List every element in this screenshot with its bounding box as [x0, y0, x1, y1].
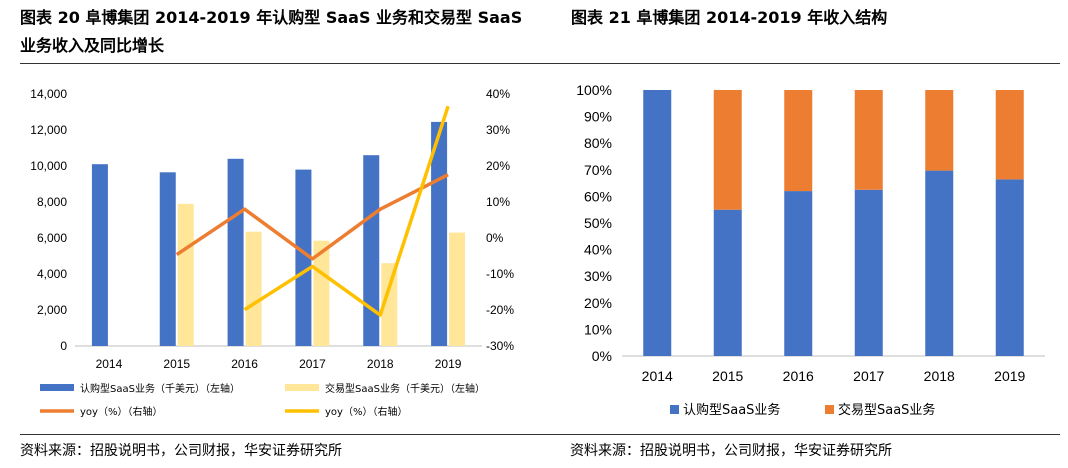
right-y-tick-label: 40%	[584, 242, 612, 258]
transaction-bar	[245, 231, 262, 346]
transaction-bar	[381, 263, 398, 346]
right-y-tick-label: 10%	[584, 321, 612, 337]
structure-transaction-segment	[995, 90, 1024, 180]
left-legend-label: yoy（%）（右轴）	[80, 405, 162, 418]
right-x-tick-label: 2018	[924, 368, 955, 384]
left-x-tick-label: 2016	[231, 357, 258, 371]
transaction-bar	[449, 232, 466, 346]
transaction-yoy-line	[243, 105, 450, 317]
structure-transaction-segment	[784, 90, 813, 192]
structure-subscription-segment	[643, 90, 672, 356]
top-rule	[20, 63, 1060, 64]
structure-transaction-segment	[854, 90, 883, 190]
right-y-tick-label: 20%	[584, 295, 612, 311]
right-y-tick-label: 70%	[584, 162, 612, 178]
left-legend-label: 交易型SaaS业务（千美元）（左轴）	[325, 382, 485, 395]
left-source-note: 资料来源：招股说明书，公司财报，华安证券研究所	[20, 443, 342, 459]
structure-subscription-segment	[995, 179, 1024, 356]
right-x-tick-label: 2015	[712, 368, 743, 384]
right-y-tick-label: -10%	[486, 267, 514, 281]
left-y-tick-label: 8,000	[37, 195, 67, 209]
right-y-tick-label: 20%	[486, 159, 510, 173]
structure-subscription-segment	[784, 191, 813, 356]
left-legend-swatch	[285, 384, 319, 391]
right-legend-swatch	[825, 405, 834, 414]
structure-subscription-segment	[713, 209, 742, 356]
right-y-tick-label: -30%	[486, 339, 514, 353]
structure-transaction-segment	[713, 90, 742, 210]
left-y-tick-label: 6,000	[37, 231, 67, 245]
subscription-bar	[227, 158, 244, 346]
right-x-tick-label: 2014	[642, 368, 673, 384]
right-y-tick-label: 50%	[584, 215, 612, 231]
left-y-tick-label: 14,000	[30, 87, 67, 101]
left-legend-label: yoy（%）（右轴）	[325, 405, 407, 418]
right-y-tick-label: 0%	[486, 231, 504, 245]
right-legend-label: 交易型SaaS业务	[838, 402, 935, 418]
subscription-bar	[295, 169, 312, 346]
left-y-tick-label: 10,000	[30, 159, 67, 173]
left-y-tick-label: 2,000	[37, 303, 67, 317]
right-x-tick-label: 2019	[994, 368, 1025, 384]
bottom-rule	[20, 434, 1060, 435]
left-legend-label: 认购型SaaS业务（千美元）（左轴）	[80, 382, 240, 395]
structure-subscription-segment	[854, 189, 883, 356]
subscription-bar	[363, 155, 380, 346]
right-legend-label: 认购型SaaS业务	[683, 402, 780, 418]
structure-transaction-segment	[925, 90, 954, 171]
left-legend-swatch	[40, 384, 74, 391]
right-y-tick-label: 10%	[486, 195, 510, 209]
right-y-tick-label: 80%	[584, 135, 612, 151]
structure-subscription-segment	[925, 170, 954, 356]
right-x-tick-label: 2017	[853, 368, 884, 384]
transaction-bar	[177, 203, 194, 346]
left-x-tick-label: 2017	[299, 357, 326, 371]
right-y-tick-label: 40%	[486, 87, 510, 101]
right-y-tick-label: 100%	[576, 82, 612, 98]
subscription-bar	[91, 164, 108, 346]
left-figure-title: 图表 20 阜博集团 2014-2019 年认购型 SaaS 业务和交易型 Sa…	[20, 8, 523, 55]
right-figure-title: 图表 21 阜博集团 2014-2019 年收入结构	[571, 8, 888, 27]
right-legend-swatch	[670, 405, 679, 414]
left-x-tick-label: 2019	[435, 357, 462, 371]
right-source-note: 资料来源：招股说明书，公司财报，华安证券研究所	[570, 443, 892, 459]
subscription-bar	[159, 172, 176, 346]
right-y-tick-label: 90%	[584, 109, 612, 125]
left-y-tick-label: 0	[60, 339, 67, 353]
left-y-tick-label: 12,000	[30, 123, 67, 137]
subscription-yoy-line	[175, 173, 449, 261]
right-y-tick-label: -20%	[486, 303, 514, 317]
left-x-tick-label: 2018	[367, 357, 394, 371]
left-y-tick-label: 4,000	[37, 267, 67, 281]
left-x-tick-label: 2014	[96, 357, 123, 371]
left-x-tick-label: 2015	[163, 357, 190, 371]
right-y-tick-label: 30%	[584, 268, 612, 284]
right-y-tick-label: 0%	[592, 348, 612, 364]
transaction-bar	[313, 240, 330, 346]
right-y-tick-label: 30%	[486, 123, 510, 137]
right-y-tick-label: 60%	[584, 188, 612, 204]
right-x-tick-label: 2016	[783, 368, 814, 384]
